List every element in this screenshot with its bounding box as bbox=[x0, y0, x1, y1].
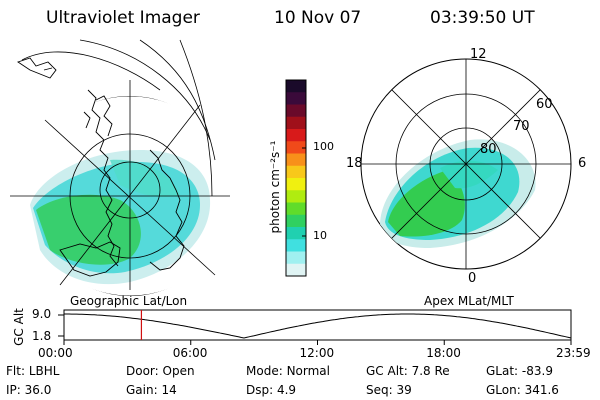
mlt-label-6: 6 bbox=[578, 156, 587, 171]
right-panel-caption: Apex MLat/MLT bbox=[424, 294, 514, 308]
colorbar-swatch bbox=[286, 104, 306, 118]
status-field-value: 341.6 bbox=[524, 383, 559, 397]
colorbar-tick-100: 100 bbox=[313, 140, 334, 153]
status-field-label: GC Alt: bbox=[366, 364, 412, 378]
timeline-xtick-label: 23:59 bbox=[556, 346, 591, 360]
colorbar-swatch bbox=[286, 116, 306, 130]
status-field: Seq: 39 bbox=[366, 383, 412, 397]
date-label: 10 Nov 07 bbox=[274, 8, 362, 28]
timeline-axis-label: GC Alt bbox=[12, 308, 26, 346]
status-field-label: GLon: bbox=[486, 383, 525, 397]
status-field: Mode: Normal bbox=[246, 364, 330, 378]
status-field: Door: Open bbox=[126, 364, 195, 378]
colorbar-swatch bbox=[286, 178, 306, 191]
status-field-value: Normal bbox=[286, 364, 330, 378]
colorbar-swatch bbox=[286, 141, 306, 154]
time-label: 03:39:50 UT bbox=[430, 8, 535, 28]
colorbar bbox=[285, 79, 307, 277]
mlt-label-18: 18 bbox=[346, 156, 363, 171]
colorbar-tick-10: 10 bbox=[313, 229, 327, 242]
status-field-value: 36.0 bbox=[24, 383, 52, 397]
instrument-title: Ultraviolet Imager bbox=[46, 8, 200, 28]
colorbar-swatch bbox=[286, 92, 306, 105]
colorbar-swatch bbox=[286, 239, 306, 252]
left-panel-caption: Geographic Lat/Lon bbox=[70, 294, 188, 308]
status-field: Gain: 14 bbox=[126, 383, 177, 397]
colorbar-swatch bbox=[286, 263, 306, 277]
status-field: Dsp: 4.9 bbox=[246, 383, 296, 397]
mlat-label-80: 80 bbox=[480, 142, 497, 157]
colorbar-swatch bbox=[286, 202, 306, 216]
left-aurora-image bbox=[30, 150, 211, 285]
lat-lon-grid bbox=[10, 39, 230, 296]
status-field-label: Dsp: bbox=[246, 383, 277, 397]
timeline-plot bbox=[58, 309, 572, 345]
status-field-label: Flt: bbox=[6, 364, 29, 378]
status-field-value: 7.8 Re bbox=[411, 364, 450, 378]
colorbar-label: photon cm⁻²s⁻¹ bbox=[268, 140, 282, 234]
timeline-xtick-label: 18:00 bbox=[426, 346, 461, 360]
status-field: GLat: -83.9 bbox=[486, 364, 553, 378]
status-field-value: 39 bbox=[396, 383, 412, 397]
status-field-value: -83.9 bbox=[521, 364, 553, 378]
timeline-xtick-label: 12:00 bbox=[299, 346, 335, 360]
status-field-label: Door: bbox=[126, 364, 163, 378]
polar-grid bbox=[361, 59, 571, 269]
timeline-ytick-high: 9.0 bbox=[32, 307, 52, 321]
polar-plot bbox=[360, 58, 572, 270]
colorbar-swatch bbox=[286, 190, 306, 203]
altitude-curve bbox=[64, 313, 572, 339]
status-field: Flt: LBHL bbox=[6, 364, 59, 378]
colorbar-swatch bbox=[286, 214, 306, 228]
status-field: GLon: 341.6 bbox=[486, 383, 559, 397]
mlat-label-60: 60 bbox=[536, 97, 553, 112]
timeline-xtick-label: 00:00 bbox=[38, 346, 73, 360]
mlt-label-12: 12 bbox=[470, 47, 487, 62]
timeline-ytick-low: 1.8 bbox=[32, 329, 52, 343]
colorbar-frame bbox=[285, 79, 307, 277]
timeline-xtick-label: 06:00 bbox=[172, 346, 208, 360]
status-field: IP: 36.0 bbox=[6, 383, 51, 397]
colorbar-swatch bbox=[286, 80, 306, 93]
status-field-label: GLat: bbox=[486, 364, 522, 378]
status-field-label: Seq: bbox=[366, 383, 397, 397]
coastline bbox=[16, 57, 185, 277]
status-field: GC Alt: 7.8 Re bbox=[366, 364, 450, 378]
status-field-label: Mode: bbox=[246, 364, 287, 378]
status-field-label: Gain: bbox=[126, 383, 162, 397]
colorbar-swatch bbox=[286, 153, 306, 167]
right-aurora-image bbox=[380, 139, 536, 248]
colorbar-swatch bbox=[286, 251, 306, 265]
colorbar-swatch bbox=[286, 227, 306, 240]
status-field-value: LBHL bbox=[28, 364, 60, 378]
status-field-value: Open bbox=[162, 364, 195, 378]
colorbar-swatch bbox=[286, 129, 306, 142]
mlt-label-0: 0 bbox=[468, 271, 477, 286]
mlat-label-70: 70 bbox=[513, 119, 530, 134]
status-field-value: 4.9 bbox=[276, 383, 297, 397]
colorbar-swatch bbox=[286, 165, 306, 179]
geographic-map bbox=[10, 39, 230, 296]
status-field-label: IP: bbox=[6, 383, 25, 397]
status-field-value: 14 bbox=[161, 383, 177, 397]
